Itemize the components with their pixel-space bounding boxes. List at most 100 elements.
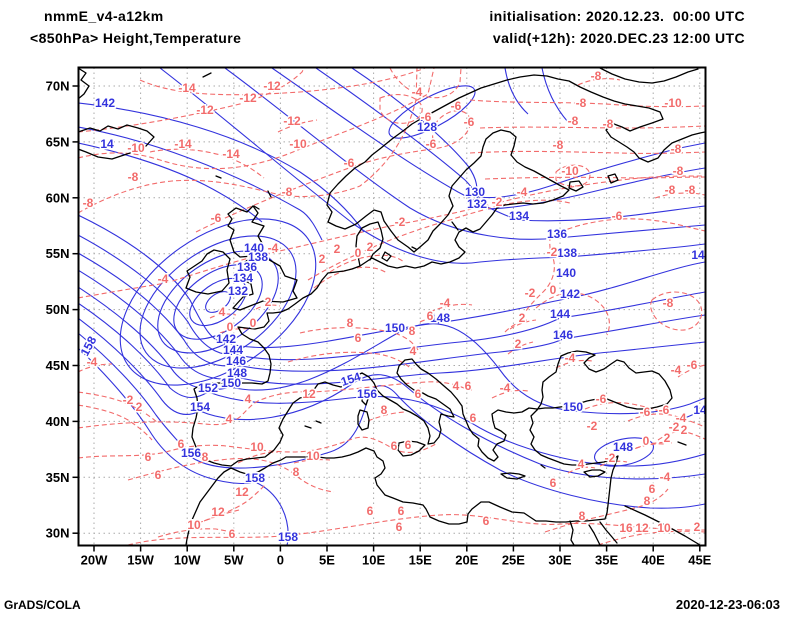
- temperature-value-label: 6: [465, 379, 472, 393]
- temperature-value-label: 4: [578, 457, 585, 471]
- height-contours: [79, 68, 705, 545]
- temperature-value-label: 2: [334, 242, 341, 256]
- temperature-value-label: -8: [591, 69, 602, 83]
- temperature-value-label: 2: [319, 252, 326, 266]
- temperature-value-label: 6: [649, 482, 656, 496]
- temperature-value-label: -8: [128, 170, 139, 184]
- temperature-value-label: -14: [222, 147, 240, 161]
- temperature-value-label: 8: [202, 450, 209, 464]
- temperature-value-label: -8: [568, 114, 579, 128]
- height-value-label: 150: [563, 400, 583, 414]
- temperature-value-label: 6: [550, 476, 557, 490]
- temperature-value-label: -8: [553, 138, 564, 152]
- temperature-value-label: -6: [344, 156, 355, 170]
- height-value-label: 146: [226, 354, 246, 368]
- temperature-value-label: 12: [635, 521, 649, 535]
- temperature-value-label: -12: [283, 114, 301, 128]
- height-value-label: 138: [557, 246, 577, 260]
- temperature-value-label: 2: [694, 520, 701, 534]
- temperature-value-label: 10: [187, 518, 201, 532]
- temperature-value-label: -2: [525, 286, 536, 300]
- lon-axis-label: 5E: [319, 553, 335, 568]
- temperature-value-label: 8: [347, 316, 354, 330]
- temperature-value-label: 8: [381, 403, 388, 417]
- temperature-value-label: 0: [250, 316, 257, 330]
- temperature-value-label: 6: [155, 468, 162, 482]
- temperature-value-label: -4: [440, 296, 451, 310]
- temperature-contour-labels: -14 -12-12-12-10 -14-14-8-8-6-8-12-10-4-6-…: [81, 68, 702, 543]
- temperature-value-label: -8: [282, 185, 293, 199]
- temperature-value-label: -4: [412, 85, 423, 99]
- temperature-value-label: -8: [83, 196, 94, 210]
- coastlines: [79, 68, 705, 545]
- height-contour-labels: 1421414013813613413214214414614815015215…: [79, 95, 705, 546]
- lon-axis-label: 20E: [455, 553, 478, 568]
- temperature-value-label: -4: [676, 411, 687, 425]
- temperature-value-label: 6: [483, 514, 490, 528]
- height-value-label: 154: [339, 369, 363, 389]
- temperature-value-label: -8: [673, 164, 684, 178]
- axis-labels: 70N 65N 60N 55N 50N 45N 40N 35N 30N 20W 15W 10W 5W 0 5…: [46, 79, 712, 568]
- temperature-value-label: 12: [235, 485, 249, 499]
- temperature-value-label: -4: [500, 381, 511, 395]
- temperature-value-label: 6: [405, 438, 412, 452]
- temperature-value-label: 6: [178, 437, 185, 451]
- temperature-value-label: 4: [453, 379, 460, 393]
- temperature-value-label: -8: [665, 183, 676, 197]
- temperature-value-label: -4: [268, 241, 279, 255]
- temperature-value-label: 2: [265, 295, 272, 309]
- temperature-value-label: 6: [415, 387, 422, 401]
- height-value-label: 158: [245, 471, 265, 485]
- field-title: <850hPa> Height,Temperature: [30, 30, 242, 46]
- height-value-label: 148: [613, 440, 633, 454]
- height-value-label: 156: [357, 387, 377, 401]
- temperature-value-label: -8: [603, 117, 614, 131]
- height-value-label: 142: [95, 96, 115, 110]
- temperature-value-label: -6: [211, 211, 222, 225]
- lat-axis-label: 65N: [46, 134, 70, 149]
- height-value-label: 132: [467, 197, 487, 211]
- temperature-value-label: 2: [664, 431, 671, 445]
- temperature-value-label: 0: [227, 320, 234, 334]
- temperature-value-label: -2: [395, 215, 406, 229]
- temperature-value-label: -6: [596, 392, 607, 406]
- temperature-value-label: 0: [355, 246, 362, 260]
- temperature-value-label: 8: [409, 324, 416, 338]
- height-value-label: 142: [216, 332, 236, 346]
- height-value-label: 140: [556, 266, 576, 280]
- lon-axis-label: 10W: [174, 553, 201, 568]
- lat-axis-label: 60N: [46, 190, 70, 205]
- temperature-value-label: 10: [250, 440, 264, 454]
- lat-axis-label: 35N: [46, 470, 70, 485]
- height-value-label: 132: [228, 284, 248, 298]
- height-value-label: 150: [385, 321, 405, 335]
- temperature-value-label: -12: [263, 79, 281, 93]
- temperature-value-label: 2: [136, 400, 143, 414]
- temperature-value-label: -10: [289, 137, 307, 151]
- temperature-value-label: 12: [302, 387, 316, 401]
- height-value-label: 136: [547, 227, 567, 241]
- lon-axis-label: 5W: [224, 553, 244, 568]
- lon-axis-label: 20W: [81, 553, 108, 568]
- lat-axis-label: 70N: [46, 79, 70, 94]
- lon-axis-label: 30E: [548, 553, 571, 568]
- temperature-value-label: 8: [293, 465, 300, 479]
- temperature-value-label: -2: [123, 393, 134, 407]
- height-value-label: 156: [181, 446, 201, 460]
- temperature-value-label: -4: [660, 470, 671, 484]
- height-value-label: 148: [430, 311, 450, 325]
- temperature-value-label: 6: [398, 504, 405, 518]
- temperature-value-label: -2: [547, 245, 558, 259]
- lon-axis-label: 40E: [642, 553, 665, 568]
- temperature-value-label: -4: [87, 355, 98, 369]
- axis-ticks: [72, 85, 701, 552]
- height-value-label: 158: [278, 530, 298, 544]
- height-value-label: 144: [550, 307, 570, 321]
- temperature-value-label: 6: [391, 439, 398, 453]
- height-value-label: 152: [198, 381, 218, 395]
- temperature-value-label: 2: [515, 337, 522, 351]
- temperature-value-label: -8: [685, 183, 696, 197]
- temperature-value-label: -6: [451, 99, 462, 113]
- height-value-label: 128: [417, 120, 437, 134]
- temperature-value-label: -8: [576, 96, 587, 110]
